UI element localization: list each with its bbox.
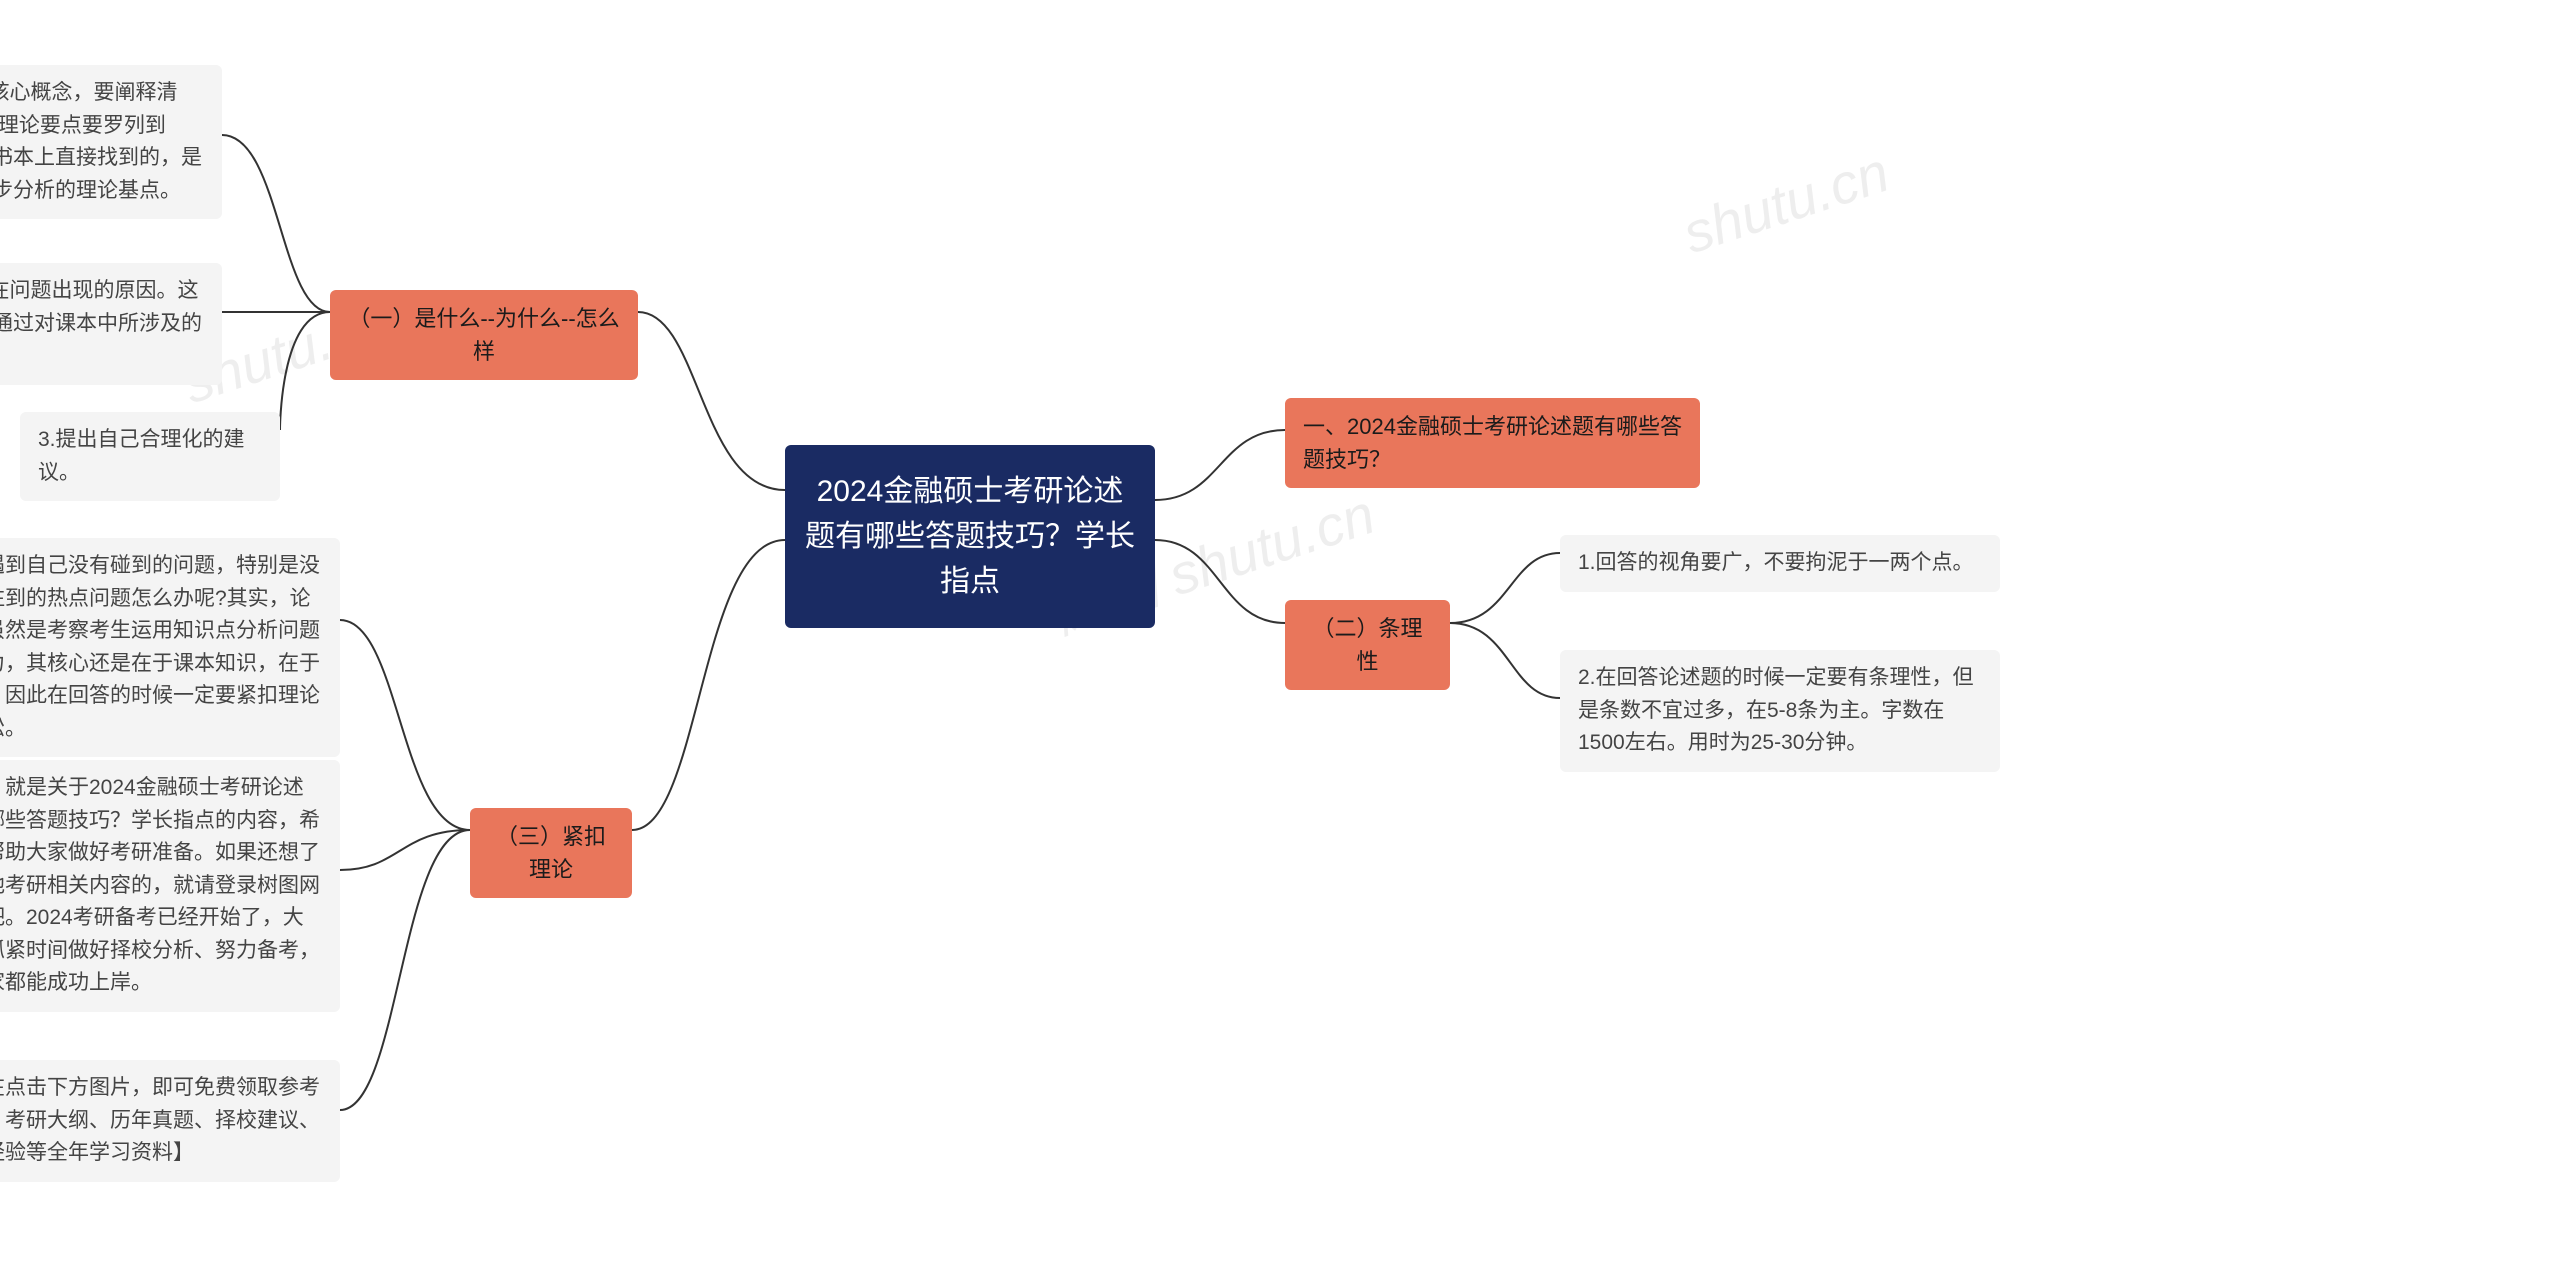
leaf-l2a: 1.回答的视角要广，不要拘泥于一两个点。 xyxy=(1560,535,2000,592)
leaf-l3c: 【现在点击下方图片，即可免费领取参考书单、考研大纲、历年真题、择校建议、备考经验… xyxy=(0,1060,340,1182)
leaf-l3a: 万一遇到自己没有碰到的问题，特别是没有关注到的热点问题怎么办呢?其实，论述题虽然… xyxy=(0,538,340,757)
connectors xyxy=(0,0,2560,1274)
branch-b2: （二）条理性 xyxy=(1285,600,1450,690)
branch-b3: （三）紧扣理论 xyxy=(470,808,632,898)
leaf-l1a: 1.论述题中重要的核心概念，要阐释清楚;论述题中重要的理论要点要罗列到位。这些是… xyxy=(0,65,222,219)
watermark: shutu.cn xyxy=(1675,139,1896,266)
branch-intro: 一、2024金融硕士考研论述题有哪些答题技巧？ xyxy=(1285,398,1700,488)
root-node: 2024金融硕士考研论述题有哪些答题技巧？学长指点 xyxy=(785,445,1155,628)
leaf-l2b: 2.在回答论述题的时候一定要有条理性，但是条数不宜过多，在5-8条为主。字数在1… xyxy=(1560,650,2000,772)
leaf-l1b: 2.要分析目前所存在问题出现的原因。这个部分，基本可以通过对课本中所涉及的问题进… xyxy=(0,263,222,385)
branch-b1: （一）是什么--为什么--怎么样 xyxy=(330,290,638,380)
leaf-l3b: 以上，就是关于2024金融硕士考研论述题有哪些答题技巧？学长指点的内容，希望能帮… xyxy=(0,760,340,1012)
leaf-l1c: 3.提出自己合理化的建议。 xyxy=(20,412,280,501)
